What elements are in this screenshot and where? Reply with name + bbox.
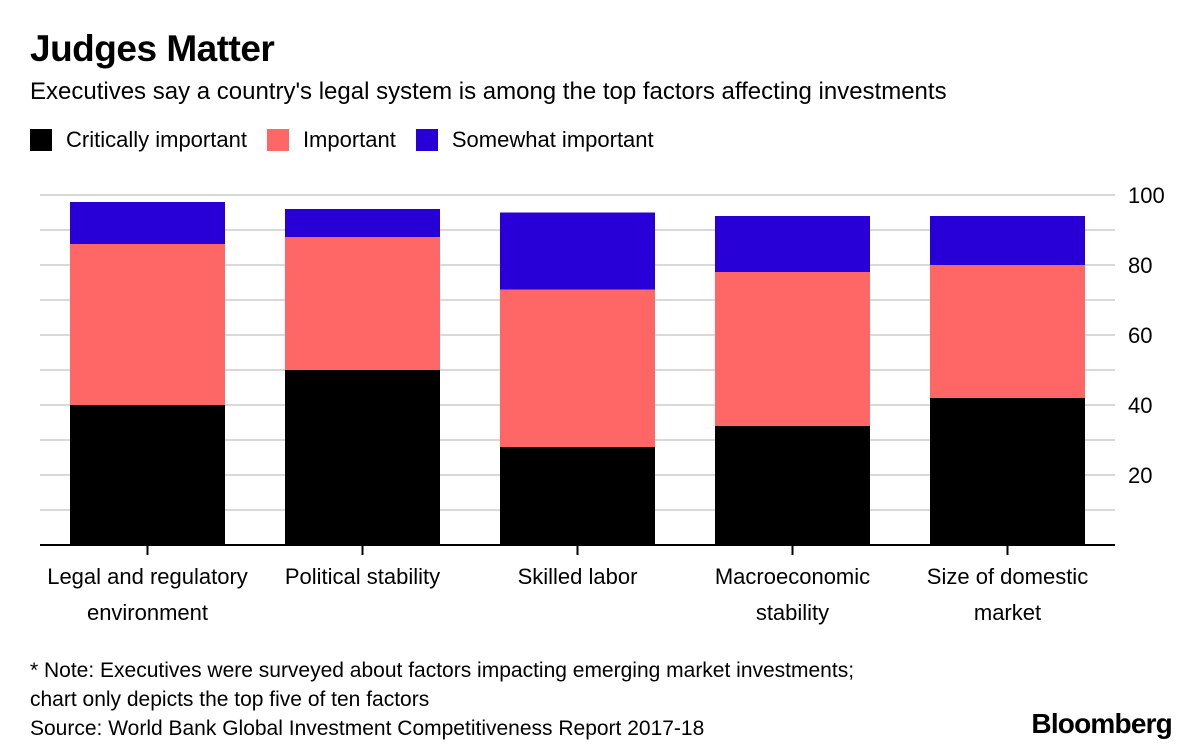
bar-segment-important (70, 244, 225, 405)
bar-segment-somewhat-important (715, 216, 870, 272)
note-line-1: * Note: Executives were surveyed about f… (30, 659, 855, 682)
x-tick-label: market (974, 600, 1041, 625)
bar-segment-somewhat-important (930, 216, 1085, 265)
bar-segment-critically-important (715, 426, 870, 545)
bar-segment-critically-important (500, 447, 655, 545)
legend-swatch-critically-important (30, 129, 52, 151)
bar-segment-somewhat-important (70, 202, 225, 244)
x-tick-label: Size of domestic (927, 564, 1088, 589)
legend-item-critically-important: Critically important (30, 127, 247, 153)
y-tick-label: 80 (1128, 253, 1152, 278)
y-tick-label: 40 (1128, 393, 1152, 418)
y-tick-label: 100 (1128, 183, 1165, 208)
x-tick-label: Skilled labor (518, 564, 638, 589)
bar-segment-critically-important (285, 370, 440, 545)
legend-item-somewhat-important: Somewhat important (415, 127, 654, 153)
chart-title: Judges Matter (30, 28, 275, 69)
x-tick-label: environment (87, 600, 208, 625)
legend: Critically important Important Somewhat … (30, 127, 674, 153)
y-tick-label: 20 (1128, 463, 1152, 488)
note-line-2: chart only depicts the top five of ten f… (30, 688, 430, 711)
source-line: Source: World Bank Global Investment Com… (30, 717, 705, 740)
bar-segment-critically-important (70, 405, 225, 545)
y-tick-label: 60 (1128, 323, 1152, 348)
legend-swatch-important (266, 129, 289, 151)
bar-segment-important (715, 272, 870, 426)
bar-segment-somewhat-important (285, 209, 440, 237)
legend-item-important: Important (266, 127, 396, 153)
bloomberg-logo: Bloomberg (1031, 708, 1172, 739)
bar-segment-somewhat-important (500, 212, 655, 290)
x-tick-label: Political stability (285, 564, 440, 589)
legend-swatch-somewhat-important (415, 129, 438, 151)
x-tick-label: Macroeconomic (715, 564, 870, 589)
legend-label-somewhat-important: Somewhat important (451, 127, 654, 152)
x-tick-label: Legal and regulatory (47, 564, 248, 589)
chart-subtitle: Executives say a country's legal system … (30, 78, 947, 105)
bar-segment-important (285, 237, 440, 370)
footnotes: * Note: Executives were surveyed about f… (30, 656, 854, 743)
bar-segment-important (930, 265, 1085, 398)
legend-label-critically-important: Critically important (66, 127, 247, 152)
legend-label-important: Important (302, 127, 396, 152)
bar-segment-critically-important (930, 398, 1085, 545)
stacked-bar-chart: 20 40 60 80 100 Legal and regulatory environme… (40, 183, 1165, 625)
bar-segment-important (500, 289, 655, 447)
x-tick-label: stability (756, 600, 829, 625)
